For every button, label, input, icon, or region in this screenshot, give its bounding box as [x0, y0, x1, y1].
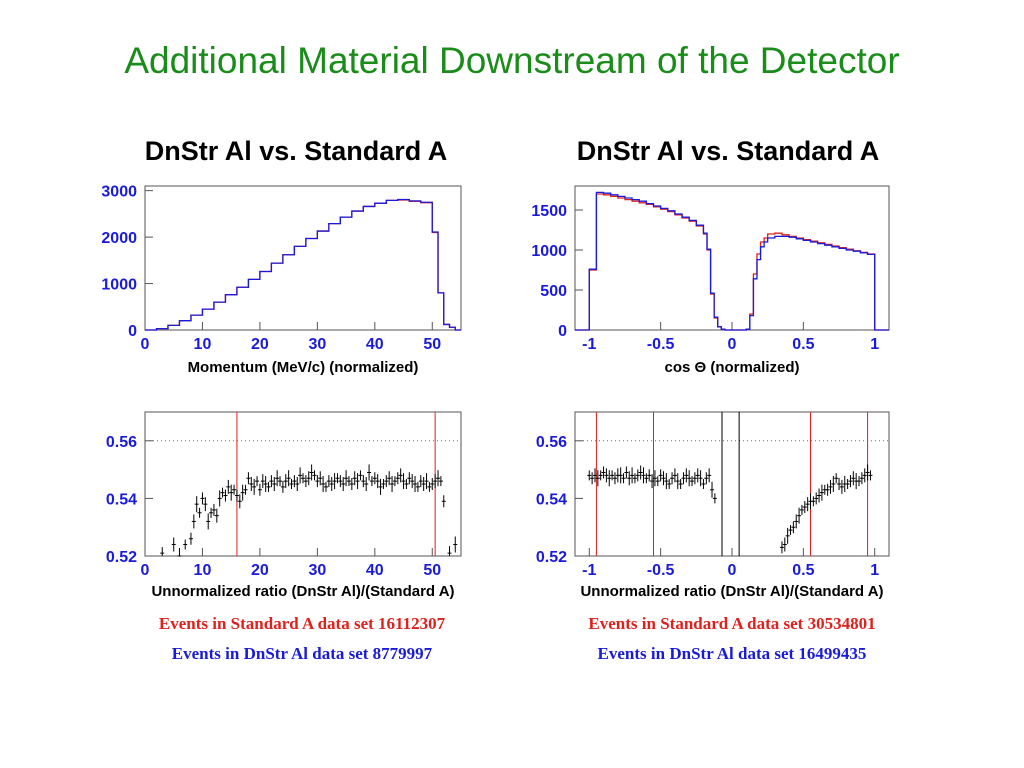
histogram-series-red — [575, 193, 889, 331]
x-axis-label: Momentum (MeV/c) (normalized) — [188, 359, 419, 376]
histogram-series-red — [145, 199, 461, 331]
plot-frame — [574, 185, 890, 331]
momentum-hist: 0 10 20 30 40 50 0 1000 2000 3000 Momentum (MeV/c)… — [101, 184, 462, 376]
x-tick-label: 10 — [194, 336, 212, 353]
y-tick-label: 0.52 — [536, 549, 567, 566]
x-axis-label: cos Θ (normalized) — [664, 359, 799, 376]
y-tick-label: 0.52 — [106, 549, 137, 566]
x-axis-label: Unnormalized ratio (DnStr Al)/(Standard … — [151, 583, 454, 600]
left-plot-title: DnStr Al vs. Standard A — [144, 136, 448, 166]
x-tick-label: -0.5 — [647, 336, 675, 353]
y-tick-label: 1000 — [531, 243, 567, 260]
momentum-ratio: 0 10 20 30 40 50 0.52 0.54 0.56 Unnormalized rati… — [106, 411, 462, 600]
x-tick-label: 20 — [251, 562, 269, 579]
x-tick-label: 0.5 — [792, 562, 814, 579]
y-tick-label: 0 — [558, 323, 567, 340]
x-tick-label: -0.5 — [647, 562, 675, 579]
y-tick-label: 500 — [540, 283, 567, 300]
x-tick-label: 40 — [366, 562, 384, 579]
y-tick-label: 1000 — [101, 277, 137, 294]
y-tick-label: 0.56 — [106, 434, 137, 451]
x-tick-label: 0.5 — [792, 336, 814, 353]
y-tick-label: 1500 — [531, 203, 567, 220]
cos-theta-hist: -1 -0.5 0 0.5 1 0 500 1000 1500 cos Θ (normalized… — [531, 185, 890, 376]
x-tick-label: -1 — [582, 562, 596, 579]
y-tick-label: 2000 — [101, 230, 137, 247]
right-plot-title: DnStr Al vs. Standard A — [576, 136, 880, 166]
left-red-caption: Events in Standard A data set 16112307 — [158, 614, 446, 633]
x-axis-label: Unnormalized ratio (DnStr Al)/(Standard … — [580, 583, 883, 600]
y-tick-label: 0 — [128, 323, 137, 340]
x-tick-label: 0 — [141, 562, 150, 579]
x-tick-label: 0 — [141, 336, 150, 353]
right-blue-caption: Events in DnStr Al data set 16499435 — [597, 644, 867, 663]
plot-frame — [144, 411, 462, 557]
x-tick-label: 20 — [251, 336, 269, 353]
histogram-series-blue — [145, 198, 461, 331]
y-tick-label: 3000 — [101, 184, 137, 201]
x-tick-label: 50 — [423, 336, 441, 353]
histogram-series-blue — [575, 191, 889, 331]
right-red-caption: Events in Standard A data set 30534801 — [588, 614, 876, 633]
plot-frame — [144, 185, 462, 331]
y-tick-label: 0.54 — [536, 491, 567, 508]
y-tick-label: 0.54 — [106, 491, 137, 508]
x-tick-label: 40 — [366, 336, 384, 353]
x-tick-label: 0 — [728, 562, 737, 579]
left-blue-caption: Events in DnStr Al data set 8779997 — [171, 644, 433, 663]
x-tick-label: 10 — [194, 562, 212, 579]
y-tick-label: 0.56 — [536, 434, 567, 451]
x-tick-label: 50 — [423, 562, 441, 579]
x-tick-label: 30 — [308, 336, 326, 353]
x-tick-label: 1 — [870, 562, 879, 579]
x-tick-label: -1 — [582, 336, 596, 353]
cos-theta-ratio: -1 -0.5 0 0.5 1 0.52 0.54 0.56 Unnormalized rati… — [536, 411, 890, 600]
x-tick-label: 30 — [308, 562, 326, 579]
slide-title: Additional Material Downstream of the De… — [124, 40, 900, 81]
x-tick-label: 1 — [870, 336, 879, 353]
x-tick-label: 0 — [728, 336, 737, 353]
